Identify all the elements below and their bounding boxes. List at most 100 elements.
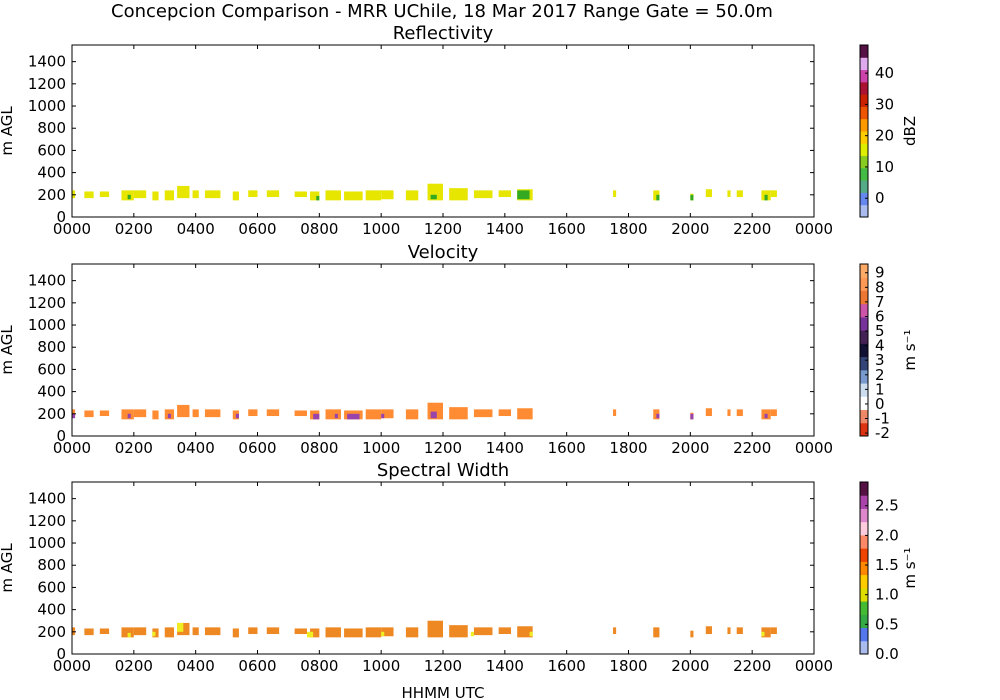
echo-accent-mark bbox=[152, 631, 156, 637]
colorbar-segment bbox=[860, 94, 868, 107]
echo-mark bbox=[266, 190, 280, 198]
echo-mark bbox=[449, 625, 468, 638]
echo-mark bbox=[770, 409, 777, 417]
x-tick-label: 2200 bbox=[733, 657, 771, 675]
echo-mark bbox=[232, 628, 239, 638]
echo-mark bbox=[705, 189, 712, 198]
echo-accent-mark bbox=[690, 194, 694, 201]
echo-mark bbox=[727, 409, 731, 417]
echo-accent-mark bbox=[127, 413, 131, 419]
data-marks bbox=[72, 183, 777, 201]
y-tick-label: 200 bbox=[37, 186, 66, 204]
echo-mark bbox=[121, 190, 134, 201]
colorbar-tick-label: 0 bbox=[875, 189, 885, 207]
echo-accent-mark bbox=[334, 413, 338, 419]
echo-accent-mark bbox=[517, 190, 530, 200]
echo-accent-mark bbox=[529, 631, 533, 637]
y-tick-label: 1200 bbox=[28, 75, 66, 93]
colorbar-frame bbox=[859, 481, 869, 655]
echo-mark bbox=[365, 190, 382, 201]
y-tick-label: 800 bbox=[37, 119, 66, 137]
y-tick-label: 1400 bbox=[28, 53, 66, 71]
colorbar-tick-label: 40 bbox=[875, 64, 894, 82]
echo-mark bbox=[310, 191, 320, 201]
colorbar-segment bbox=[860, 601, 868, 615]
data-marks bbox=[72, 620, 777, 638]
echo-mark bbox=[164, 627, 175, 638]
colorbar-segment bbox=[860, 396, 868, 411]
y-tick-label: 0 bbox=[56, 208, 66, 226]
y-tick-label: 400 bbox=[37, 601, 66, 619]
colorbar-segment bbox=[860, 508, 868, 523]
x-tick-label: 1000 bbox=[362, 220, 400, 238]
colorbar-segment bbox=[860, 45, 868, 58]
x-tick-label: 1400 bbox=[486, 220, 524, 238]
y-tick-label: 0 bbox=[56, 427, 66, 445]
y-tick-label: 400 bbox=[37, 383, 66, 401]
colorbar-tick-label: -2 bbox=[875, 424, 890, 442]
echo-mark bbox=[427, 620, 443, 638]
x-tick-label: 2000 bbox=[671, 439, 709, 457]
colorbar-segment bbox=[860, 131, 868, 144]
colorbar-label: m s⁻¹ bbox=[901, 547, 919, 588]
echo-mark bbox=[204, 409, 221, 418]
echo-mark bbox=[325, 190, 341, 201]
x-tick-label: 0600 bbox=[238, 439, 276, 457]
echo-mark bbox=[84, 628, 94, 636]
colorbar-tick-label: 4 bbox=[875, 337, 885, 355]
colorbar-segment bbox=[860, 57, 868, 71]
colorbar-segment bbox=[860, 69, 868, 83]
echo-mark bbox=[690, 630, 694, 638]
colorbar-segment bbox=[860, 264, 868, 278]
x-tick-label: 0800 bbox=[300, 220, 338, 238]
x-tick-label: 0600 bbox=[238, 220, 276, 238]
echo-accent-mark bbox=[72, 413, 76, 419]
echo-accent-mark bbox=[235, 413, 239, 419]
colorbar-segment bbox=[860, 290, 868, 305]
colorbar-segment bbox=[860, 343, 868, 358]
echo-mark bbox=[770, 190, 777, 198]
y-tick-label: 1000 bbox=[28, 534, 66, 552]
echo-mark bbox=[736, 190, 743, 198]
echo-mark bbox=[177, 404, 190, 418]
echo-accent-mark bbox=[316, 195, 320, 201]
echo-mark bbox=[325, 409, 341, 420]
x-tick-label: 0400 bbox=[177, 657, 215, 675]
echo-mark bbox=[84, 191, 94, 199]
colorbar-segment bbox=[860, 118, 868, 132]
colorbar: 0.0 0.5 1.0 1.5 2.0 2.5 m s⁻¹ bbox=[859, 481, 919, 663]
figure-suptitle: Concepcion Comparison - MRR UChile, 18 M… bbox=[111, 1, 773, 22]
echo-mark bbox=[152, 191, 159, 201]
x-tick-label: 1600 bbox=[548, 439, 586, 457]
y-axis-label: m AGL bbox=[0, 106, 16, 156]
x-tick-label: 0400 bbox=[177, 220, 215, 238]
colorbar-segment bbox=[860, 614, 868, 629]
colorbar-segment bbox=[860, 534, 868, 549]
echo-mark bbox=[473, 409, 493, 418]
x-tick-label: 0000 bbox=[53, 657, 91, 675]
echo-mark bbox=[152, 410, 159, 420]
x-tick-label: 1800 bbox=[609, 439, 647, 457]
echo-mark bbox=[192, 627, 199, 636]
colorbar-frame bbox=[859, 44, 869, 218]
colorbar-tick-label: 9 bbox=[875, 264, 885, 282]
x-tick-label: 0000 bbox=[53, 220, 91, 238]
colorbar-segment bbox=[860, 574, 868, 589]
echo-mark bbox=[705, 626, 712, 635]
colorbar-segment bbox=[860, 495, 868, 509]
echo-mark bbox=[72, 190, 76, 199]
colorbar-tick-label: 1 bbox=[875, 380, 885, 398]
echo-mark bbox=[294, 191, 307, 198]
echo-accent-mark bbox=[656, 194, 660, 201]
echo-mark bbox=[365, 409, 382, 420]
echo-mark bbox=[192, 409, 199, 418]
colorbar-segment bbox=[860, 192, 868, 206]
colorbar-segment bbox=[860, 521, 868, 536]
echo-mark bbox=[613, 409, 617, 417]
echo-mark bbox=[133, 190, 147, 199]
x-tick-label: 0200 bbox=[115, 657, 153, 675]
x-tick-label: 1800 bbox=[609, 657, 647, 675]
